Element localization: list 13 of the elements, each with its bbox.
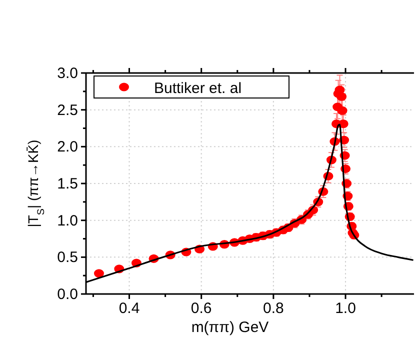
- x-tick-label: 1.0: [335, 300, 356, 317]
- legend-label: Buttiker et. al: [154, 80, 242, 97]
- x-tick-label: 0.6: [190, 300, 212, 317]
- y-tick-label: 0.0: [57, 286, 78, 303]
- y-tick-label: 1.5: [57, 176, 78, 192]
- y-tick-label: 2.5: [57, 102, 78, 119]
- x-tick-label: 0.8: [263, 300, 284, 317]
- y-tick-label: 2.0: [57, 138, 78, 156]
- x-tick-label: 0.4: [118, 300, 140, 317]
- y-tick-label: 1.0: [57, 212, 78, 230]
- y-tick-label: 0.5: [57, 249, 78, 266]
- x-axis-title: m(ππ) GeV: [191, 319, 269, 336]
- y-tick-label: 3.0: [57, 65, 78, 82]
